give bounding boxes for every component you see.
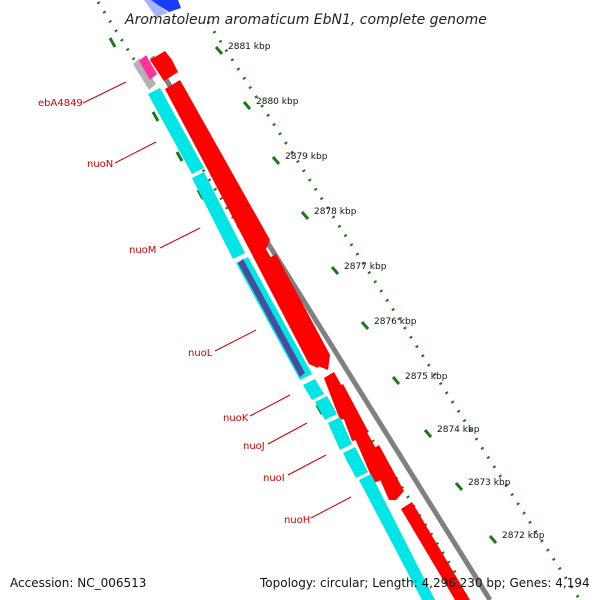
outer-tick: [360, 321, 370, 330]
scale-tick-label: 2878 kbp: [314, 207, 357, 217]
gene-label[interactable]: nuoJ: [243, 441, 265, 452]
scale-tick-label: 2876 kbp: [374, 317, 417, 327]
gene-leader-line: [82, 81, 127, 104]
gene-label[interactable]: nuoI: [263, 473, 285, 484]
outer-tick: [454, 482, 464, 491]
gene-feature[interactable]: [303, 379, 324, 400]
gene-leader-line: [114, 141, 157, 164]
outer-tick: [300, 211, 310, 220]
gene-label[interactable]: ebA4849: [38, 98, 83, 109]
gene-feature[interactable]: [359, 474, 435, 600]
scale-tick-label: 2875 kbp: [405, 372, 448, 382]
gene-label[interactable]: nuoH: [284, 515, 310, 526]
gene-feature[interactable]: [315, 396, 337, 420]
pink-feature[interactable]: [139, 55, 157, 80]
gene-leader-line: [249, 394, 291, 417]
gene-label[interactable]: nuoN: [87, 159, 113, 170]
scale-labels: 2881 kbp 2880 kbp 2879 kbp 2878 kbp 2877 kbp…: [214, 42, 545, 544]
light-blue-feature-top[interactable]: [144, 0, 168, 17]
gene-feature[interactable]: [343, 447, 368, 478]
gene-feature[interactable]: [192, 172, 245, 259]
outer-tick: [271, 156, 281, 165]
cds-track: [150, 51, 470, 600]
cds-feature[interactable]: [368, 445, 404, 500]
gene-leader-line: [159, 227, 201, 249]
gene-leader-line: [214, 329, 257, 352]
gene-labels: ebA4849 nuoN nuoM nuoL nuoK nuoJ nuoI nuoH: [38, 81, 352, 526]
outer-tick: [423, 429, 433, 438]
gene-label[interactable]: nuoL: [188, 348, 213, 359]
gene-feature[interactable]: [148, 88, 204, 174]
gene-label[interactable]: nuoK: [223, 413, 249, 424]
accession-text: Accession: NC_006513: [10, 576, 146, 590]
inner-tick: [175, 151, 184, 162]
inner-tick: [108, 37, 117, 48]
misc-feature-purple[interactable]: [238, 259, 305, 377]
genome-summary-text: Topology: circular; Length: 4,296,230 bp…: [259, 576, 590, 590]
scale-tick-label: 2880 kbp: [256, 97, 299, 107]
gene-feature[interactable]: [328, 417, 352, 450]
outer-dotted-ring: [206, 21, 582, 600]
gene-label[interactable]: nuoM: [129, 245, 156, 256]
outer-tick: [214, 46, 224, 55]
cds-feature[interactable]: [150, 51, 178, 81]
map-title: Aromatoleum aromaticum EbN1, complete ge…: [124, 12, 487, 28]
gene-leader-line: [310, 496, 352, 519]
cds-feature[interactable]: [266, 254, 330, 370]
outer-tick: [391, 376, 401, 385]
cds-feature[interactable]: [401, 502, 470, 600]
scale-tick-label: 2881 kbp: [228, 42, 271, 52]
scale-tick-label: 2879 kbp: [285, 152, 328, 162]
outer-tick: [488, 535, 498, 544]
grey-feature[interactable]: [133, 58, 156, 90]
outer-tick: [330, 266, 340, 275]
gene-leader-line: [267, 422, 308, 445]
scale-tick-label: 2877 kbp: [344, 262, 387, 272]
blue-feature-top[interactable]: [150, 0, 181, 12]
scale-tick-label: 2874 kbp: [437, 425, 480, 435]
outer-tick: [242, 101, 252, 110]
gene-leader-line: [287, 454, 327, 476]
scale-tick-label: 2872 kbp: [502, 531, 545, 541]
scale-tick-label: 2873 kbp: [468, 478, 511, 488]
inner-tick: [151, 111, 160, 122]
